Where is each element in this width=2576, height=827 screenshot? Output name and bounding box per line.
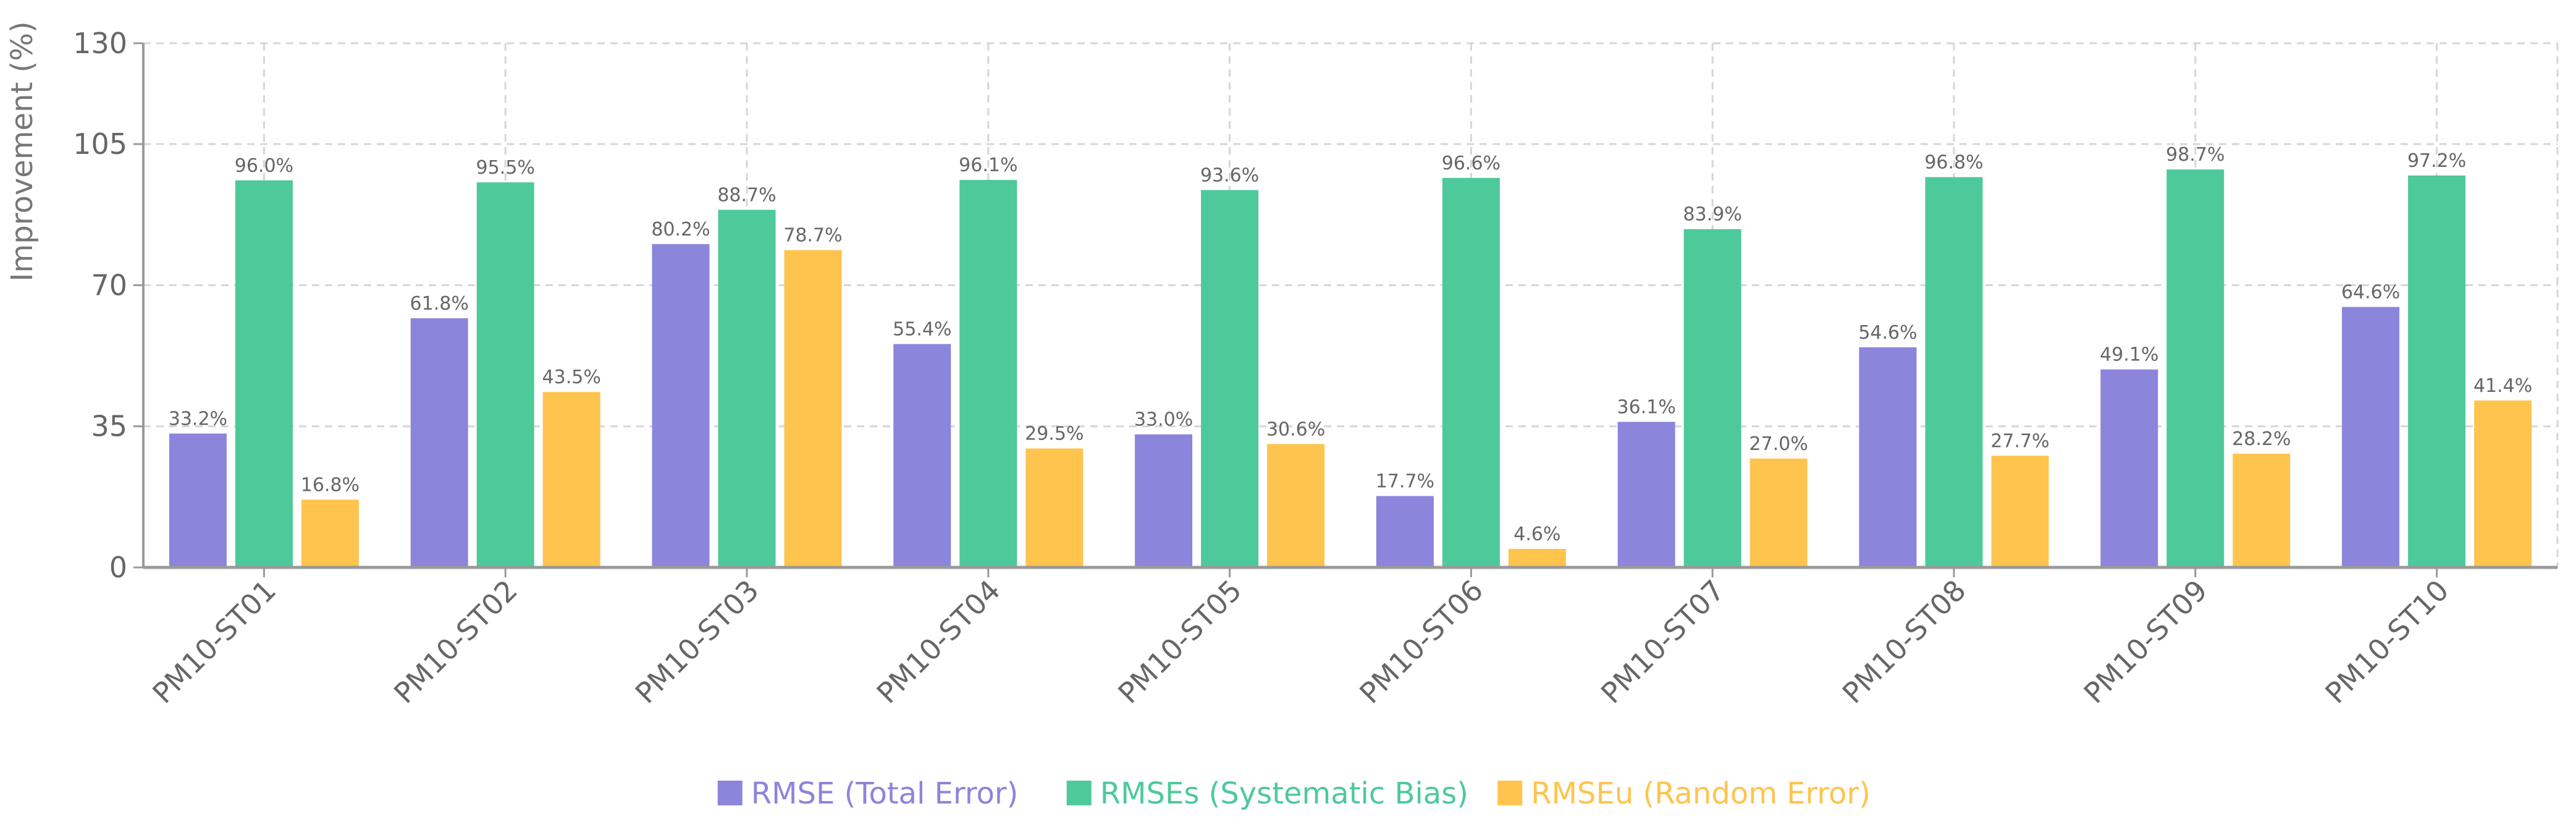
- legend-swatch: [1066, 781, 1092, 805]
- data-label: 88.7%: [717, 184, 776, 206]
- bar: [2233, 454, 2291, 567]
- bar: [542, 392, 600, 567]
- legend-label: RMSEs (Systematic Bias): [1100, 776, 1468, 811]
- bar: [718, 210, 776, 567]
- data-label: 55.4%: [893, 319, 951, 341]
- data-label: 64.6%: [2341, 282, 2400, 303]
- bar: [169, 433, 227, 567]
- data-label: 27.7%: [1990, 430, 2049, 452]
- data-label: 33.2%: [169, 408, 227, 430]
- bar: [1376, 496, 1434, 567]
- data-label: 95.5%: [476, 157, 535, 179]
- x-tick-label: PM10-ST01: [146, 574, 282, 710]
- bar: [1201, 190, 1259, 567]
- data-label: 96.1%: [959, 155, 1017, 176]
- x-tick-label: PM10-ST05: [1111, 574, 1248, 710]
- data-label: 29.5%: [1025, 423, 1084, 445]
- data-label: 28.2%: [2232, 428, 2291, 450]
- x-tick-label: PM10-ST03: [629, 574, 765, 710]
- legend-swatch: [717, 781, 743, 805]
- y-tick-label: 70: [91, 268, 127, 302]
- bars: 33.2% 96.0% 16.8% 61.8% 95.5% 43.5% 80.2% 88.7%…: [169, 144, 2532, 568]
- bar: [1508, 548, 1566, 567]
- bar: [1925, 177, 1983, 567]
- legend-label: RMSE (Total Error): [751, 776, 1019, 811]
- data-label: 33.0%: [1134, 409, 1193, 431]
- bar: [1442, 177, 1500, 568]
- data-label: 54.6%: [1858, 322, 1917, 344]
- bar: [652, 244, 710, 567]
- data-label: 27.0%: [1749, 433, 1808, 455]
- data-label: 97.2%: [2407, 150, 2466, 172]
- x-tick-label: PM10-ST09: [2077, 574, 2214, 710]
- bar: [959, 180, 1017, 567]
- data-label: 96.8%: [1924, 152, 1983, 174]
- y-tick-label: 105: [73, 127, 127, 161]
- data-label: 83.9%: [1683, 204, 1742, 226]
- data-label: 61.8%: [410, 293, 469, 315]
- bar: [1749, 458, 1808, 567]
- bar: [784, 250, 842, 567]
- data-label: 16.8%: [301, 474, 360, 496]
- x-tick-label: PM10-ST02: [387, 574, 524, 710]
- bar: [2100, 369, 2158, 567]
- data-label: 30.6%: [1266, 418, 1325, 440]
- bar: [893, 344, 951, 567]
- y-tick-label: 35: [91, 410, 127, 443]
- bar: [476, 182, 534, 567]
- y-axis: 0 35 70 105 130: [73, 27, 145, 584]
- data-label: 93.6%: [1200, 164, 1259, 186]
- data-label: 17.7%: [1376, 471, 1434, 493]
- data-label: 80.2%: [651, 219, 710, 240]
- x-axis: PM10-ST01 PM10-ST02 PM10-ST03 PM10-ST04 PM10…: [143, 566, 2557, 710]
- bar: [2474, 400, 2532, 567]
- data-label: 78.7%: [783, 225, 842, 247]
- x-tick-label: PM10-ST06: [1353, 574, 1489, 710]
- bar: [1135, 434, 1193, 567]
- bar: [2408, 175, 2466, 567]
- y-axis-label: Improvement (%): [5, 21, 40, 281]
- data-label: 41.4%: [2473, 375, 2532, 397]
- legend: RMSE (Total Error) RMSEs (Systematic Bias…: [717, 776, 1871, 811]
- bar: [1025, 448, 1084, 567]
- data-label: 49.1%: [2100, 344, 2158, 366]
- x-tick-label: PM10-ST10: [2318, 574, 2455, 710]
- bar: [2342, 307, 2400, 567]
- data-label: 98.7%: [2166, 144, 2225, 166]
- data-label: 36.1%: [1617, 397, 1676, 418]
- data-label: 43.5%: [542, 367, 601, 388]
- bar: [1267, 444, 1325, 567]
- bar: [1859, 347, 1917, 567]
- x-tick-label: PM10-ST04: [870, 574, 1007, 710]
- data-label: 4.6%: [1513, 524, 1560, 545]
- bar: [1991, 456, 2049, 567]
- bar: [235, 180, 293, 567]
- data-label: 96.0%: [235, 155, 293, 177]
- bar: [301, 499, 359, 567]
- bar: [1617, 422, 1675, 567]
- y-tick-label: 130: [73, 27, 127, 60]
- x-tick-label: PM10-ST08: [1836, 574, 1972, 710]
- bar: [410, 318, 468, 567]
- bar: [1683, 229, 1741, 567]
- bar: [2166, 169, 2225, 567]
- legend-label: RMSEu (Random Error): [1531, 776, 1871, 811]
- x-tick-label: PM10-ST07: [1594, 574, 1731, 710]
- legend-swatch: [1497, 781, 1523, 805]
- data-label: 96.6%: [1442, 153, 1501, 174]
- y-tick-label: 0: [109, 551, 127, 584]
